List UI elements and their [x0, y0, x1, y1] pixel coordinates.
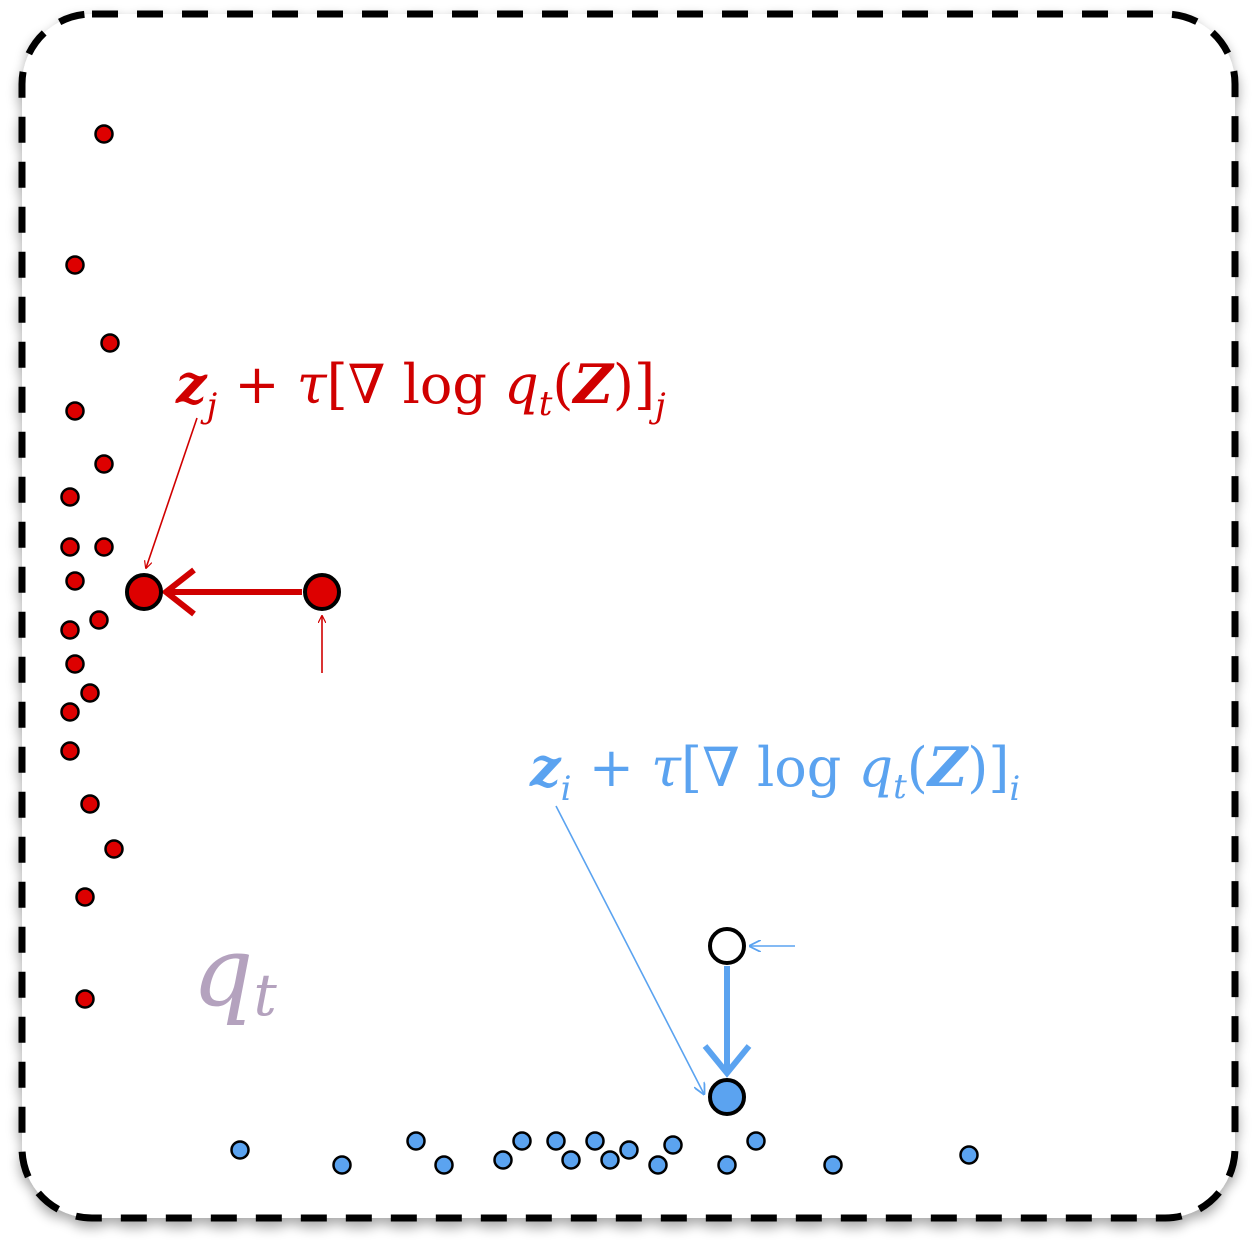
- red-particle: [100, 333, 120, 353]
- red-particle: [75, 887, 95, 907]
- red-particle: [60, 537, 80, 557]
- red-particle: [65, 654, 85, 674]
- blue-particle: [406, 1131, 426, 1151]
- distribution-label: qt: [192, 916, 277, 1029]
- red-formula-q-sub: t: [539, 384, 553, 424]
- red-particle: [80, 794, 100, 814]
- red-formula-open-paren: (: [552, 353, 573, 416]
- blue-formula-tau: τ: [651, 736, 682, 799]
- red-formula-tau: τ: [297, 353, 328, 416]
- blue-particle: [230, 1140, 250, 1160]
- blue-label-pointer: [555, 805, 704, 1094]
- blue-formula-log: log: [740, 736, 859, 799]
- blue-particle: [648, 1155, 668, 1175]
- red-particle: [94, 124, 114, 144]
- blue-formula-outer-sub: i: [1009, 769, 1020, 809]
- blue-formula-plus: +: [572, 736, 652, 799]
- red-particle: [60, 702, 80, 722]
- red-particle: [65, 401, 85, 421]
- red-formula-Z: Z: [571, 352, 615, 416]
- red-particle: [60, 741, 80, 761]
- blue-formula-open-paren: (: [907, 736, 928, 799]
- blue-step-arrowhead: [702, 1044, 752, 1078]
- blue-particle: [959, 1145, 979, 1165]
- red-particle: [104, 839, 124, 859]
- red-label-pointer: [146, 417, 198, 568]
- red-formula-close-bracket: ]: [634, 353, 655, 416]
- red-particle: [65, 255, 85, 275]
- blue-update-formula: zi + τ[∇ log qt(Z)]i: [529, 735, 1020, 809]
- red-particle-original: [303, 573, 341, 611]
- blue-formula-nabla: ∇: [702, 736, 740, 799]
- blue-particle: [619, 1140, 639, 1160]
- red-particle: [65, 571, 85, 591]
- region-frame: [18, 10, 1239, 1222]
- blue-particle: [561, 1150, 581, 1170]
- blue-update-step: [555, 805, 795, 1116]
- blue-formula-q-sub: t: [893, 767, 907, 807]
- blue-particle-original: [708, 927, 746, 965]
- blue-particle: [512, 1131, 532, 1151]
- red-particle-cloud: [60, 124, 124, 1009]
- blue-particle: [434, 1155, 454, 1175]
- blue-particle: [546, 1131, 566, 1151]
- red-particle: [94, 454, 114, 474]
- red-formula-log: log: [385, 353, 504, 416]
- blue-particle: [717, 1155, 737, 1175]
- blue-particle-cloud: [230, 1131, 979, 1175]
- blue-particle: [600, 1150, 620, 1170]
- red-formula-var: z: [175, 352, 208, 416]
- red-particle: [60, 620, 80, 640]
- blue-particle-updated: [708, 1078, 746, 1116]
- red-particle: [80, 683, 100, 703]
- blue-particle: [585, 1131, 605, 1151]
- red-particle: [75, 989, 95, 1009]
- red-formula-open-bracket: [: [327, 353, 348, 416]
- distribution-label-q: q: [192, 916, 253, 1028]
- blue-formula-var: z: [529, 735, 562, 799]
- red-step-arrowhead: [161, 567, 196, 617]
- blue-particle: [746, 1131, 766, 1151]
- blue-particle: [663, 1135, 683, 1155]
- red-particle: [89, 610, 109, 630]
- blue-particle: [823, 1155, 843, 1175]
- red-update-step: [125, 417, 341, 673]
- blue-formula-open-bracket: [: [681, 736, 702, 799]
- red-particle-updated: [125, 573, 163, 611]
- blue-formula-var-sub: i: [561, 769, 572, 809]
- blue-formula-Z: Z: [926, 735, 970, 799]
- red-particle: [60, 487, 80, 507]
- blue-particle: [332, 1155, 352, 1175]
- red-formula-q: q: [504, 353, 539, 416]
- blue-formula-q: q: [858, 736, 893, 799]
- red-formula-close-paren: ): [613, 353, 634, 416]
- red-formula-plus: +: [217, 353, 297, 416]
- distribution-label-sub: t: [253, 961, 277, 1029]
- red-particle: [94, 537, 114, 557]
- blue-formula-close-bracket: ]: [988, 736, 1009, 799]
- red-update-formula: zj + τ[∇ log qt(Z)]j: [175, 352, 666, 426]
- blue-formula-close-paren: ): [967, 736, 988, 799]
- red-formula-nabla: ∇: [348, 353, 386, 416]
- blue-particle: [493, 1150, 513, 1170]
